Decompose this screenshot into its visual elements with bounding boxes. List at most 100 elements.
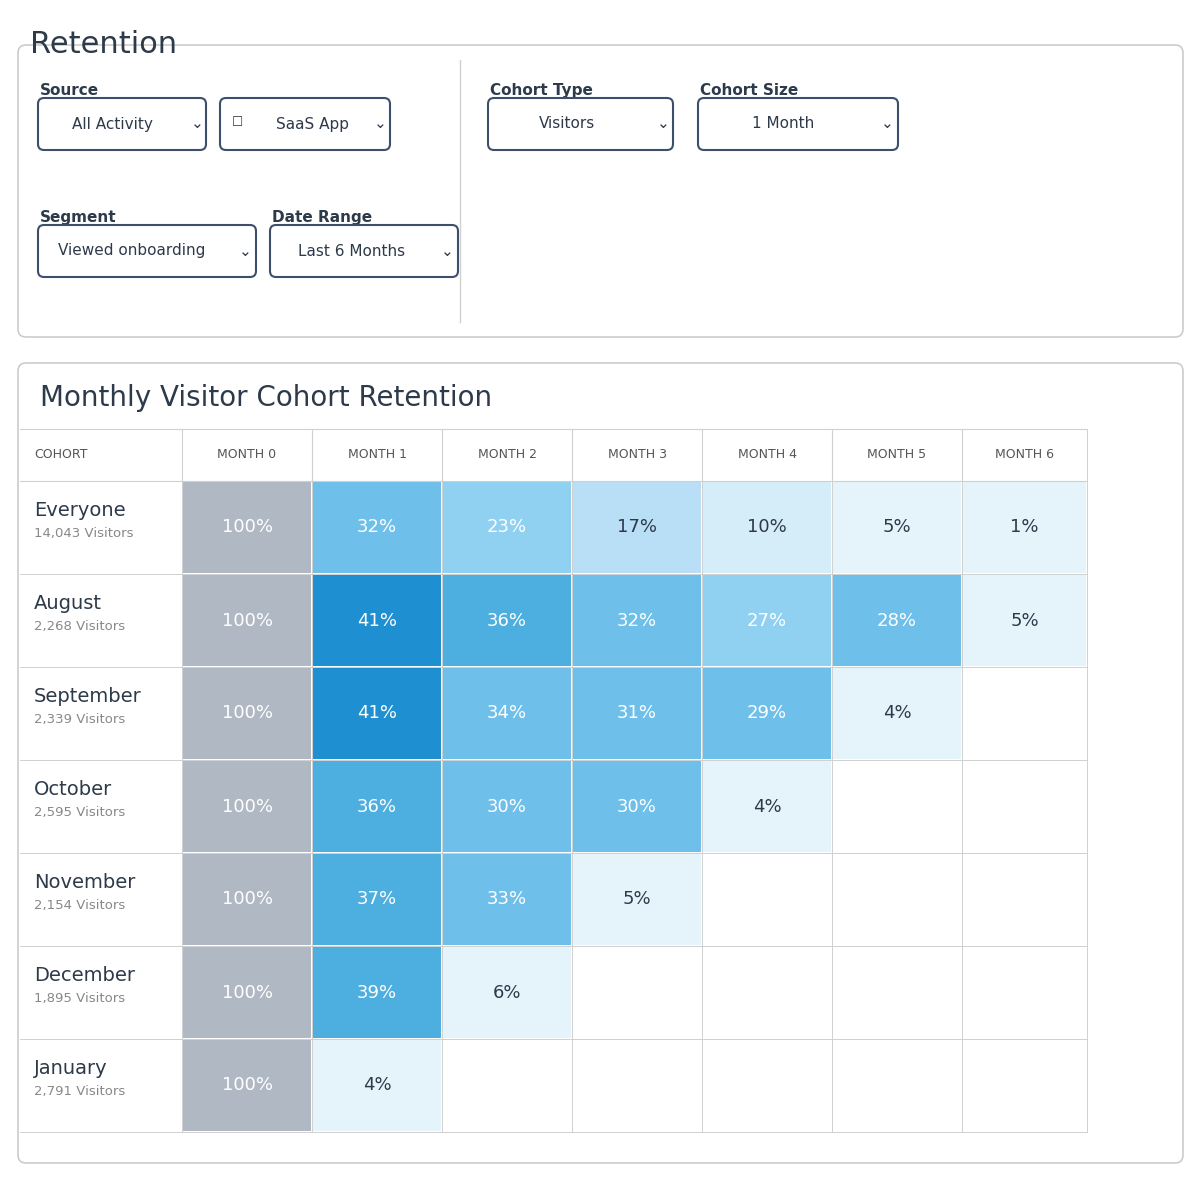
Bar <box>443 576 570 666</box>
Text: 2,268 Visitors: 2,268 Visitors <box>34 620 125 633</box>
Bar <box>703 483 831 573</box>
Text: MONTH 3: MONTH 3 <box>608 448 667 461</box>
FancyBboxPatch shape <box>38 225 256 277</box>
Text: 2,339 Visitors: 2,339 Visitors <box>34 713 125 726</box>
Bar <box>313 762 441 852</box>
Text: 29%: 29% <box>747 705 787 723</box>
Text: ☐: ☐ <box>232 115 244 128</box>
Text: ⌄: ⌄ <box>441 244 453 259</box>
Text: 100%: 100% <box>221 705 273 723</box>
Text: November: November <box>34 873 136 892</box>
Text: MONTH 6: MONTH 6 <box>994 448 1054 461</box>
Text: 33%: 33% <box>486 891 527 909</box>
Text: MONTH 5: MONTH 5 <box>867 448 926 461</box>
Text: 2,595 Visitors: 2,595 Visitors <box>34 806 125 819</box>
Bar <box>183 576 311 666</box>
Text: MONTH 2: MONTH 2 <box>478 448 537 461</box>
Text: COHORT: COHORT <box>34 448 88 461</box>
Text: 41%: 41% <box>357 612 398 630</box>
Bar <box>183 669 311 759</box>
Text: Segment: Segment <box>40 210 116 225</box>
Text: 5%: 5% <box>883 519 912 537</box>
Bar <box>313 947 441 1038</box>
Text: 4%: 4% <box>753 798 782 816</box>
Text: 37%: 37% <box>357 891 398 909</box>
Bar <box>183 762 311 852</box>
Text: 23%: 23% <box>486 519 527 537</box>
Bar <box>443 762 570 852</box>
Text: 31%: 31% <box>617 705 657 723</box>
Text: 10%: 10% <box>747 519 787 537</box>
Text: Last 6 Months: Last 6 Months <box>298 244 406 259</box>
Text: Everyone: Everyone <box>34 501 126 520</box>
Text: 32%: 32% <box>357 519 398 537</box>
Bar <box>443 947 570 1038</box>
Bar <box>313 1040 441 1131</box>
Text: January: January <box>34 1059 108 1078</box>
FancyBboxPatch shape <box>270 225 458 277</box>
Text: 100%: 100% <box>221 612 273 630</box>
Bar <box>573 762 701 852</box>
Bar <box>573 855 701 945</box>
Text: 1%: 1% <box>1010 519 1039 537</box>
FancyBboxPatch shape <box>220 98 390 149</box>
Text: 27%: 27% <box>747 612 787 630</box>
Text: 28%: 28% <box>877 612 918 630</box>
Bar <box>703 762 831 852</box>
Bar <box>183 1040 311 1131</box>
Bar <box>833 483 961 573</box>
Text: December: December <box>34 966 135 985</box>
Text: ⌄: ⌄ <box>657 117 669 132</box>
Bar <box>313 669 441 759</box>
Bar <box>833 576 961 666</box>
FancyBboxPatch shape <box>698 98 898 149</box>
Text: Viewed onboarding: Viewed onboarding <box>59 244 205 259</box>
Text: All Activity: All Activity <box>72 117 153 132</box>
Text: 5%: 5% <box>622 891 651 909</box>
Text: Monthly Visitor Cohort Retention: Monthly Visitor Cohort Retention <box>40 384 492 412</box>
Text: SaaS App: SaaS App <box>275 117 348 132</box>
Bar <box>833 669 961 759</box>
Text: 30%: 30% <box>617 798 657 816</box>
Bar <box>443 855 570 945</box>
Text: ⌄: ⌄ <box>191 117 203 132</box>
Text: Date Range: Date Range <box>271 210 372 225</box>
Text: August: August <box>34 594 102 613</box>
Bar <box>313 483 441 573</box>
Bar <box>963 576 1086 666</box>
Text: Cohort Type: Cohort Type <box>490 84 593 98</box>
FancyBboxPatch shape <box>488 98 673 149</box>
Text: 100%: 100% <box>221 519 273 537</box>
Text: 6%: 6% <box>492 984 521 1002</box>
Text: Retention: Retention <box>30 29 177 59</box>
Bar <box>573 576 701 666</box>
Text: 4%: 4% <box>883 705 912 723</box>
Text: 14,043 Visitors: 14,043 Visitors <box>34 527 133 540</box>
Text: Visitors: Visitors <box>539 117 596 132</box>
Text: 1,895 Visitors: 1,895 Visitors <box>34 992 125 1005</box>
Text: MONTH 4: MONTH 4 <box>737 448 796 461</box>
FancyBboxPatch shape <box>18 363 1183 1163</box>
Text: ⌄: ⌄ <box>374 117 387 132</box>
Bar <box>703 669 831 759</box>
FancyBboxPatch shape <box>38 98 207 149</box>
Text: 30%: 30% <box>488 798 527 816</box>
Text: Cohort Size: Cohort Size <box>700 84 799 98</box>
Text: 5%: 5% <box>1010 612 1039 630</box>
Text: 4%: 4% <box>363 1077 392 1095</box>
Bar <box>183 483 311 573</box>
Text: 41%: 41% <box>357 705 398 723</box>
Text: 39%: 39% <box>357 984 398 1002</box>
Text: 1 Month: 1 Month <box>752 117 814 132</box>
Bar <box>313 855 441 945</box>
Text: MONTH 0: MONTH 0 <box>217 448 276 461</box>
Text: 2,791 Visitors: 2,791 Visitors <box>34 1085 125 1098</box>
FancyBboxPatch shape <box>18 45 1183 337</box>
Text: 2,154 Visitors: 2,154 Visitors <box>34 899 125 912</box>
Text: 36%: 36% <box>486 612 527 630</box>
Text: 100%: 100% <box>221 1077 273 1095</box>
Bar <box>703 576 831 666</box>
Text: 100%: 100% <box>221 984 273 1002</box>
Bar <box>573 483 701 573</box>
Bar <box>443 483 570 573</box>
